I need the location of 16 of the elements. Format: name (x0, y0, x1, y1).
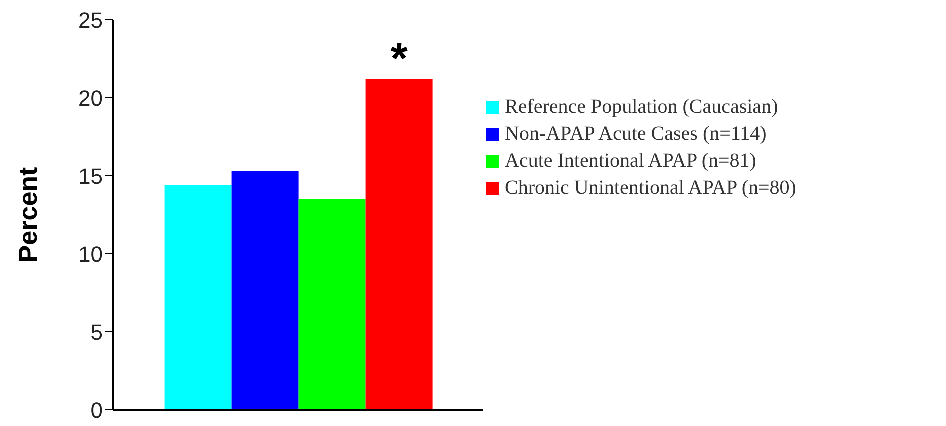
y-axis-title: Percent (13, 166, 44, 263)
y-tick-label: 0 (90, 398, 103, 423)
bar (298, 199, 366, 410)
bar (232, 171, 299, 410)
legend-label: Chronic Unintentional APAP (n=80) (505, 177, 796, 200)
bar (164, 185, 232, 410)
y-tick-label: 10 (78, 242, 103, 267)
y-tick-label: 20 (78, 86, 103, 111)
y-tick-label: 15 (78, 164, 103, 189)
annotation: * (390, 34, 409, 84)
y-tick-label: 5 (90, 320, 103, 345)
bar (366, 79, 433, 410)
legend-label: Reference Population (Caucasian) (505, 96, 778, 119)
legend-label: Non-APAP Acute Cases (n=114) (505, 123, 767, 146)
y-tick-label: 25 (78, 8, 103, 33)
legend-label: Acute Intentional APAP (n=81) (505, 150, 756, 173)
